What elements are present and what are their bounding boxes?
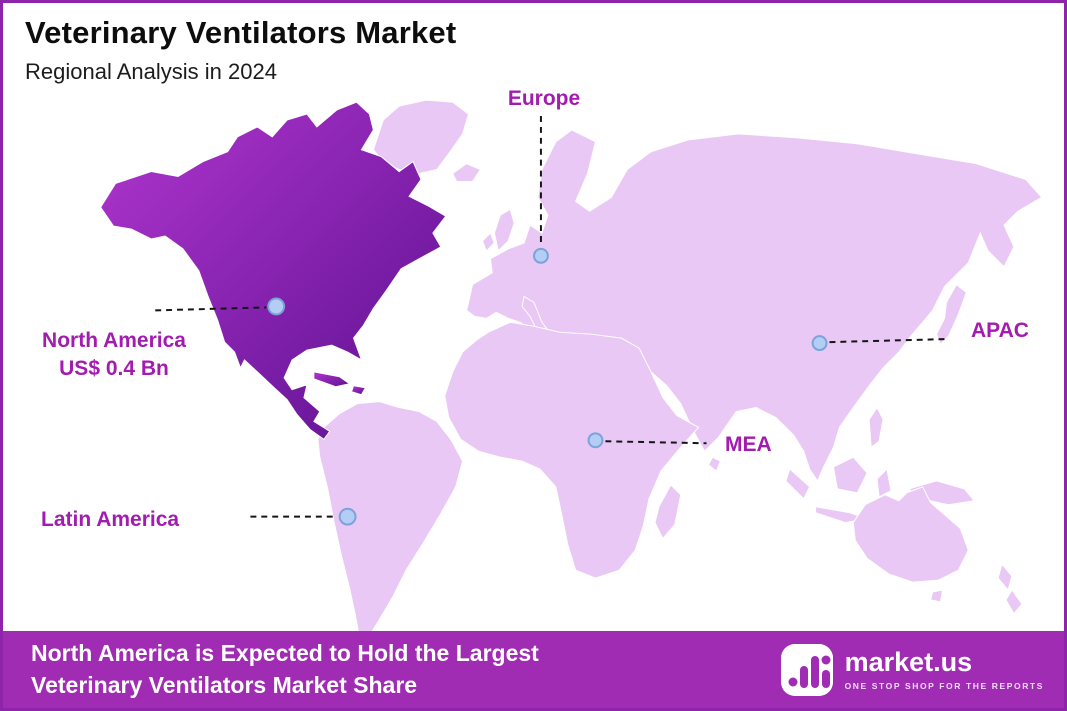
map-ireland <box>481 232 495 252</box>
label-mea: MEA <box>725 433 772 456</box>
map-australia <box>852 486 969 583</box>
marketus-logo-icon <box>780 643 833 696</box>
map-sri-lanka <box>707 456 722 472</box>
marker-latin-america <box>338 507 357 526</box>
marker-apac <box>811 335 828 352</box>
footer-caption: North America is Expected to Hold the La… <box>31 638 539 700</box>
brand-block: market.us ONE STOP SHOP FOR THE REPORTS <box>780 643 1044 696</box>
label-north-america-value: US$ 0.4 Bn <box>59 357 169 380</box>
brand-tagline: ONE STOP SHOP FOR THE REPORTS <box>844 680 1044 691</box>
page-title: Veterinary Ventilators Market <box>25 15 457 50</box>
leader-line-north-america <box>155 306 267 312</box>
map-north-america <box>100 101 447 440</box>
marker-mea <box>587 432 604 449</box>
page-subtitle: Regional Analysis in 2024 <box>25 59 277 84</box>
map-sumatra <box>785 468 811 500</box>
map-africa <box>444 321 700 579</box>
footer-caption-line1: North America is Expected to Hold the La… <box>31 640 539 667</box>
label-latin-america: Latin America <box>41 508 180 531</box>
label-apac: APAC <box>971 319 1029 342</box>
footer-caption-line2: Veterinary Ventilators Market Share <box>31 671 418 698</box>
label-north-america-name: North America <box>42 329 186 352</box>
footer-bar: North America is Expected to Hold the La… <box>3 631 1064 708</box>
map-light-regions <box>317 99 1043 639</box>
marker-europe <box>533 247 549 264</box>
map-new-zealand-north <box>997 563 1013 592</box>
leader-line-apac <box>829 338 945 344</box>
map-uk <box>493 208 515 252</box>
map-cuba <box>313 371 351 388</box>
map-japan <box>936 283 967 345</box>
label-north-america: North America US$ 0.4 Bn <box>15 329 213 381</box>
map-greenland <box>372 99 470 175</box>
marker-north-america <box>267 297 286 316</box>
label-europe: Europe <box>507 87 581 110</box>
map-new-zealand-south <box>1005 589 1023 615</box>
leader-lines <box>155 116 945 518</box>
map-sulawesi <box>876 468 892 498</box>
map-tasmania <box>930 589 944 603</box>
map-highlight-regions <box>100 101 447 440</box>
region-markers <box>267 247 828 526</box>
map-madagascar <box>654 484 682 540</box>
brand-words: market.us ONE STOP SHOP FOR THE REPORTS <box>844 647 1044 691</box>
map-hispaniola <box>350 385 367 396</box>
world-map <box>100 99 1043 639</box>
header: Veterinary Ventilators Market Regional A… <box>25 15 456 85</box>
map-borneo <box>832 456 868 494</box>
map-philippines <box>868 406 884 449</box>
map-iceland <box>452 163 482 182</box>
brand-name: market.us <box>844 647 973 678</box>
map-south-america <box>317 401 464 639</box>
